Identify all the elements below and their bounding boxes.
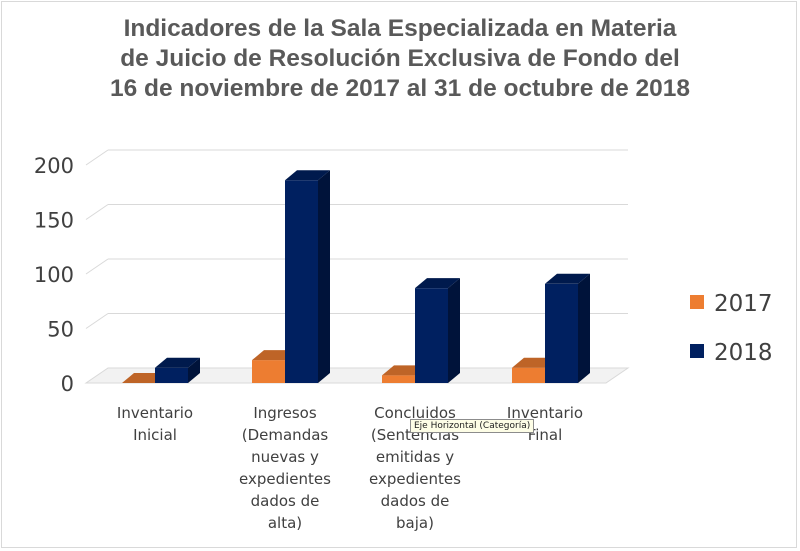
chart-title-line: 16 de noviembre de 2017 al 31 de octubre… bbox=[109, 75, 691, 102]
gridline-depth bbox=[85, 204, 109, 220]
y-tick-label: 200 bbox=[34, 154, 74, 178]
x-category-label[interactable]: Ingresos (Demandas nuevas y expedientes dado… bbox=[239, 404, 331, 532]
bar-2018-2[interactable] bbox=[285, 170, 330, 383]
x-category-label[interactable]: Inventario Inicial bbox=[117, 404, 193, 444]
bar-front bbox=[512, 367, 545, 383]
y-tick-label: 100 bbox=[34, 263, 74, 287]
bar-front bbox=[252, 360, 285, 383]
bar-top bbox=[155, 357, 200, 368]
legend-label-2018[interactable]: 2018 bbox=[714, 340, 773, 366]
bar-2018-3[interactable] bbox=[415, 278, 460, 383]
bar-front bbox=[382, 375, 415, 383]
x-category-label[interactable]: Inventario Final bbox=[507, 404, 583, 444]
y-tick-label: 50 bbox=[47, 318, 74, 342]
bar-top bbox=[285, 170, 330, 181]
chart-title: Indicadores de la Sala Especializada en … bbox=[0, 14, 800, 104]
y-tick-label: 150 bbox=[34, 209, 74, 233]
bar-2018-4[interactable] bbox=[545, 273, 590, 383]
legend-swatch-2018 bbox=[690, 344, 704, 358]
bar-front bbox=[415, 288, 448, 383]
gridlines bbox=[84, 149, 630, 384]
gridline-depth bbox=[85, 258, 109, 275]
y-axis: 0 50 100 150 200 bbox=[34, 154, 74, 396]
legend-swatch-2017 bbox=[690, 295, 704, 309]
y-tick-label: 0 bbox=[61, 372, 74, 396]
bar-top bbox=[415, 278, 460, 289]
chart-title-line: de Juicio de Resolución Exclusiva de Fon… bbox=[120, 45, 680, 72]
gridline-depth bbox=[85, 149, 109, 166]
bar-front bbox=[155, 367, 188, 383]
bars[interactable] bbox=[122, 170, 590, 383]
bar-2018-1[interactable] bbox=[155, 357, 200, 383]
chart-title-line: Indicadores de la Sala Especializada en … bbox=[123, 15, 677, 42]
bar-top bbox=[545, 273, 590, 284]
legend-label-2017[interactable]: 2017 bbox=[714, 291, 773, 317]
bar-side bbox=[318, 170, 330, 383]
bar-side bbox=[448, 278, 460, 383]
bar-front bbox=[285, 180, 318, 383]
bar-side bbox=[578, 273, 590, 383]
bar-side bbox=[188, 357, 200, 383]
axis-tooltip: Eje Horizontal (Categoría) bbox=[410, 419, 535, 433]
bar-front bbox=[545, 283, 578, 383]
gridline-depth bbox=[85, 313, 109, 329]
legend[interactable]: 2017 2018 bbox=[690, 291, 773, 366]
